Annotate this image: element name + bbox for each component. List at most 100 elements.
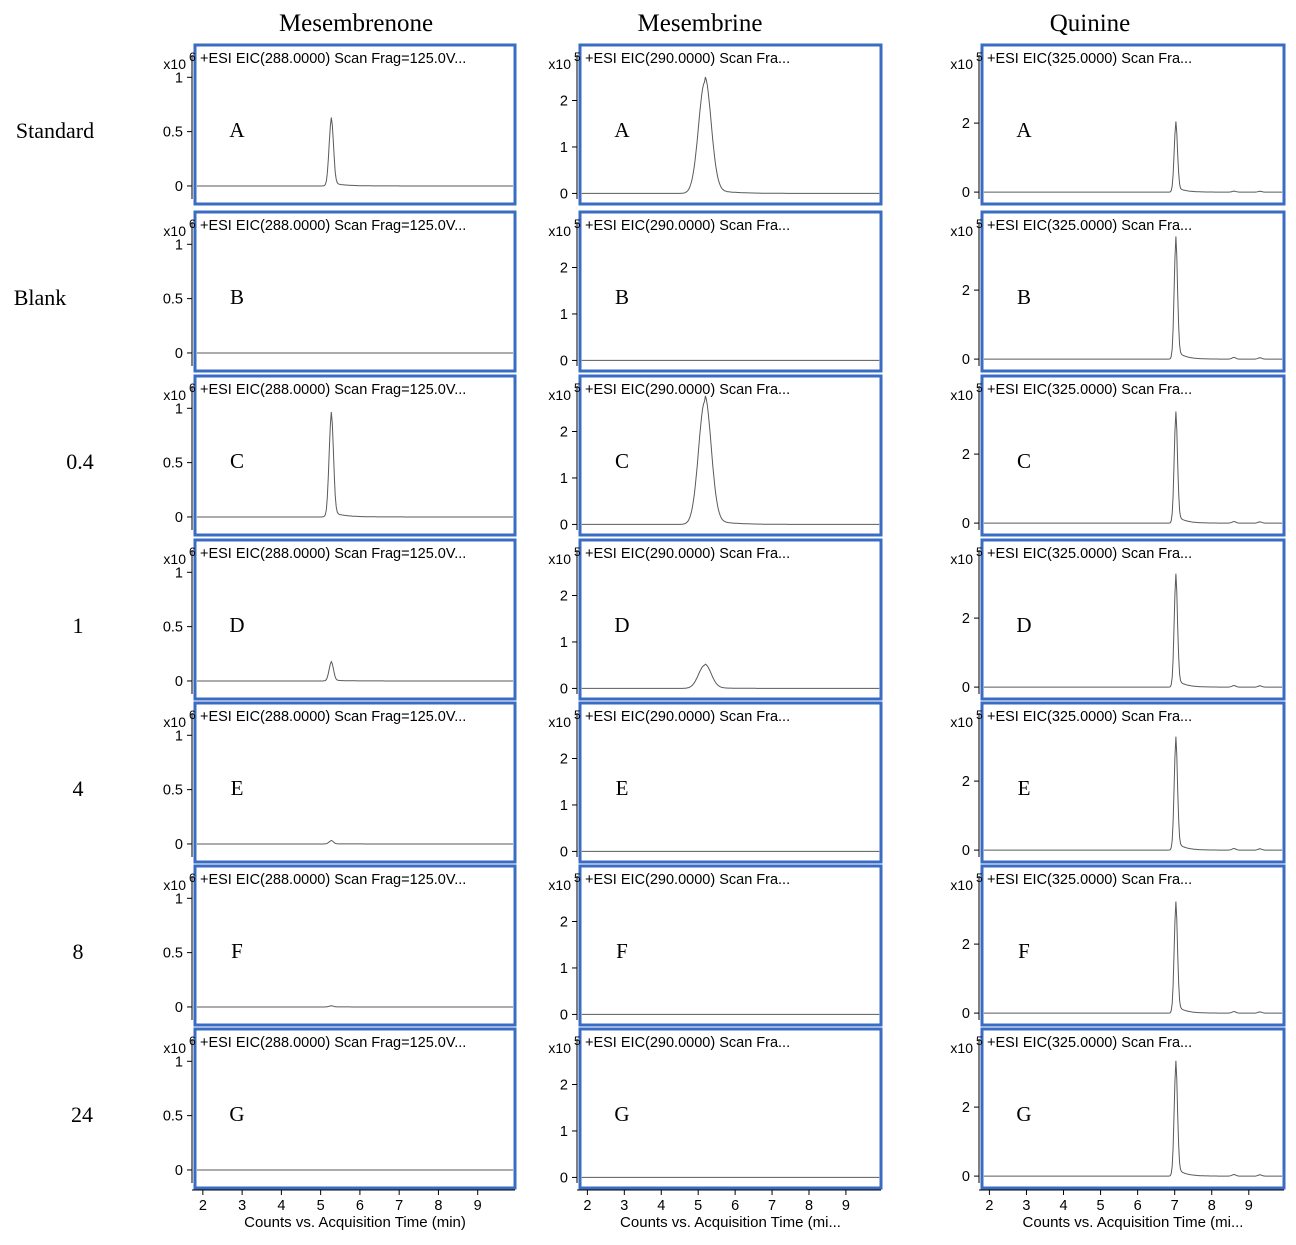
y-tick-label: 2 bbox=[560, 424, 568, 440]
trace-title: +ESI EIC(290.0000) Scan Fra... bbox=[585, 382, 790, 398]
panel-letter: G bbox=[614, 1102, 629, 1126]
trace-title: +ESI EIC(288.0000) Scan Frag=125.0V... bbox=[200, 546, 466, 562]
x-tick-label: 6 bbox=[356, 1198, 364, 1214]
trace-title: +ESI EIC(290.0000) Scan Fra... bbox=[585, 709, 790, 725]
trace-title: +ESI EIC(288.0000) Scan Frag=125.0V... bbox=[200, 1035, 466, 1051]
x-tick-label: 5 bbox=[694, 1198, 702, 1214]
y-tick-label: 0 bbox=[175, 837, 183, 853]
x-axis-label: Counts vs. Acquisition Time (min) bbox=[244, 1214, 466, 1231]
panel-letter: F bbox=[616, 939, 628, 963]
scale-label: x10 bbox=[548, 714, 571, 730]
x-tick-label: 3 bbox=[620, 1198, 628, 1214]
scale-label: x10 bbox=[950, 387, 973, 403]
scale-label: x10 bbox=[548, 56, 571, 72]
panel-letter: G bbox=[1016, 1102, 1031, 1126]
y-tick-label: 2 bbox=[560, 751, 568, 767]
y-tick-label: 0 bbox=[175, 1163, 183, 1179]
panel-frame bbox=[193, 210, 517, 373]
column-title-quinine: Quinine bbox=[1050, 10, 1131, 37]
y-tick-label: 0 bbox=[962, 680, 970, 696]
x-tick-label: 2 bbox=[199, 1198, 207, 1214]
panel-letter: D bbox=[1016, 613, 1031, 637]
x-tick-label: 6 bbox=[731, 1198, 739, 1214]
panel-frame bbox=[193, 1027, 517, 1190]
trace-title: +ESI EIC(288.0000) Scan Frag=125.0V... bbox=[200, 218, 466, 234]
trace-title: +ESI EIC(290.0000) Scan Fra... bbox=[585, 218, 790, 234]
scale-label: x10 bbox=[163, 56, 186, 72]
panel-frame bbox=[578, 701, 883, 864]
chromatogram-trace bbox=[983, 901, 1283, 1014]
trace-title: +ESI EIC(325.0000) Scan Fra... bbox=[987, 51, 1192, 67]
y-tick-label: 2 bbox=[962, 283, 970, 299]
scale-label: x10 bbox=[548, 551, 571, 567]
panel-frame bbox=[980, 210, 1286, 373]
y-tick-label: 0 bbox=[175, 1000, 183, 1016]
y-tick-label: 0.5 bbox=[163, 783, 183, 799]
x-tick-label: 7 bbox=[395, 1198, 403, 1214]
row-label: Blank bbox=[14, 285, 67, 310]
panel-letter: C bbox=[230, 449, 244, 473]
y-tick-label: 2 bbox=[962, 774, 970, 790]
panel-frame bbox=[193, 701, 517, 864]
chromatogram-trace bbox=[983, 411, 1283, 524]
y-tick-label: 1 bbox=[175, 565, 183, 581]
panel-letter: C bbox=[1017, 449, 1031, 473]
trace-title: +ESI EIC(290.0000) Scan Fra... bbox=[585, 546, 790, 562]
y-tick-label: 2 bbox=[560, 1077, 568, 1093]
panel-letter: A bbox=[229, 118, 245, 142]
scale-label: x10 bbox=[950, 877, 973, 893]
y-tick-label: 1 bbox=[560, 140, 568, 156]
panel-frame bbox=[193, 43, 517, 206]
scale-label: x10 bbox=[163, 1040, 186, 1056]
x-tick-label: 8 bbox=[805, 1198, 813, 1214]
chromatogram-trace bbox=[197, 411, 513, 518]
scale-label: x10 bbox=[548, 387, 571, 403]
chromatogram-trace bbox=[983, 236, 1283, 360]
trace-title: +ESI EIC(288.0000) Scan Frag=125.0V... bbox=[200, 382, 466, 398]
trace-title: +ESI EIC(290.0000) Scan Fra... bbox=[585, 1035, 790, 1051]
y-tick-label: 0 bbox=[560, 353, 568, 369]
y-tick-label: 0.5 bbox=[163, 125, 183, 141]
y-tick-label: 0 bbox=[560, 1170, 568, 1186]
y-tick-label: 0 bbox=[962, 843, 970, 859]
x-tick-label: 5 bbox=[1097, 1198, 1105, 1214]
panel-letter: F bbox=[231, 939, 243, 963]
panel-letter: E bbox=[616, 776, 629, 800]
x-tick-label: 4 bbox=[657, 1198, 665, 1214]
panel-letter: D bbox=[614, 613, 629, 637]
scale-label: x10 bbox=[950, 56, 973, 72]
chromatogram-trace bbox=[197, 660, 513, 682]
panel-letter: A bbox=[614, 118, 630, 142]
x-tick-label: 6 bbox=[1134, 1198, 1142, 1214]
y-tick-label: 2 bbox=[560, 260, 568, 276]
y-tick-label: 2 bbox=[962, 937, 970, 953]
y-tick-label: 1 bbox=[175, 401, 183, 417]
panel-letter: G bbox=[229, 1102, 244, 1126]
y-tick-label: 0.5 bbox=[163, 456, 183, 472]
row-label: 4 bbox=[73, 776, 84, 801]
y-tick-label: 0.5 bbox=[163, 620, 183, 636]
trace-title: +ESI EIC(325.0000) Scan Fra... bbox=[987, 218, 1192, 234]
panel-letter: E bbox=[1018, 776, 1031, 800]
panel-frame bbox=[980, 43, 1286, 206]
trace-title: +ESI EIC(290.0000) Scan Fra... bbox=[585, 51, 790, 67]
row-label: 0.4 bbox=[66, 449, 94, 474]
y-tick-label: 2 bbox=[962, 116, 970, 132]
chromatogram-trace bbox=[581, 395, 880, 525]
x-tick-label: 3 bbox=[238, 1198, 246, 1214]
y-tick-label: 0 bbox=[560, 1007, 568, 1023]
panel-frame bbox=[578, 864, 883, 1027]
y-tick-label: 1 bbox=[560, 307, 568, 323]
y-tick-label: 0 bbox=[962, 185, 970, 201]
panel-letter: E bbox=[231, 776, 244, 800]
panel-frame bbox=[193, 374, 517, 537]
scale-label: x10 bbox=[163, 551, 186, 567]
y-tick-label: 0.5 bbox=[163, 292, 183, 308]
x-tick-label: 5 bbox=[317, 1198, 325, 1214]
panel-letter: D bbox=[229, 613, 244, 637]
panel-letter: B bbox=[615, 285, 629, 309]
scale-label: x10 bbox=[950, 714, 973, 730]
panel-frame bbox=[578, 374, 883, 537]
chromatogram-trace bbox=[581, 663, 880, 689]
trace-title: +ESI EIC(325.0000) Scan Fra... bbox=[987, 546, 1192, 562]
